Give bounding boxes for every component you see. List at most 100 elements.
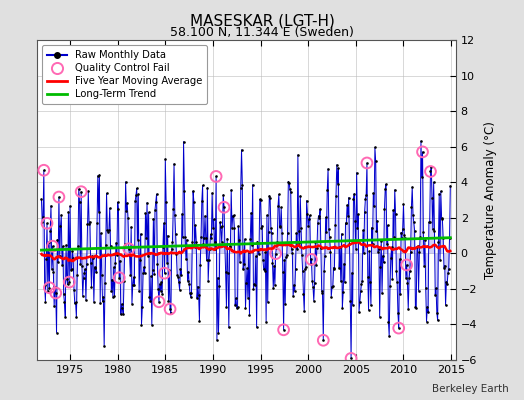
Point <box>144 253 152 259</box>
Point <box>427 164 435 170</box>
Point <box>170 160 178 167</box>
Point <box>316 206 324 212</box>
Point <box>78 263 86 269</box>
Point <box>77 188 85 195</box>
Point <box>399 201 408 208</box>
Point <box>219 223 227 229</box>
Point <box>401 235 409 242</box>
Point <box>80 269 89 276</box>
Point <box>419 229 428 236</box>
Point <box>130 282 138 288</box>
Point <box>148 322 156 328</box>
Point <box>370 144 379 150</box>
Point <box>69 255 78 262</box>
Point <box>259 266 268 272</box>
Point <box>382 181 390 187</box>
Point <box>61 314 70 320</box>
Point <box>239 266 247 272</box>
Point <box>316 244 325 251</box>
Point <box>242 280 250 286</box>
Point <box>155 298 163 305</box>
Point <box>214 330 223 336</box>
Point <box>163 232 172 239</box>
Point <box>94 172 102 179</box>
Point <box>56 223 64 230</box>
Point <box>178 211 186 217</box>
Point <box>96 300 104 306</box>
Point <box>363 160 371 166</box>
Point <box>369 190 377 196</box>
Point <box>396 291 405 298</box>
Point <box>76 261 84 268</box>
Point <box>51 290 60 296</box>
Point <box>172 251 181 258</box>
Point <box>284 178 292 185</box>
Point <box>169 206 178 212</box>
Point <box>136 231 145 237</box>
Point <box>221 242 229 249</box>
Point <box>222 304 231 310</box>
Point <box>129 274 138 280</box>
Point <box>303 211 312 218</box>
Point <box>344 213 352 220</box>
Point <box>43 288 52 295</box>
Point <box>222 269 230 276</box>
Point <box>243 265 252 272</box>
Point <box>148 266 157 273</box>
Point <box>161 156 169 162</box>
Point <box>177 271 185 278</box>
Point <box>224 270 232 276</box>
Point <box>38 219 47 225</box>
Point <box>402 274 410 281</box>
Point <box>427 168 435 175</box>
Point <box>431 292 440 298</box>
Point <box>384 318 392 325</box>
Point <box>341 220 350 226</box>
Point <box>190 199 198 205</box>
Point <box>131 198 139 204</box>
Point <box>92 269 101 276</box>
Point <box>294 228 303 235</box>
Point <box>443 281 451 288</box>
Point <box>112 240 121 246</box>
Point <box>108 276 116 283</box>
Point <box>296 240 304 246</box>
Point <box>158 290 166 297</box>
Point <box>379 253 387 259</box>
Point <box>412 305 420 311</box>
Point <box>445 234 454 241</box>
Point <box>162 199 170 205</box>
Point <box>151 199 160 205</box>
Point <box>165 267 173 274</box>
Point <box>75 199 84 205</box>
Point <box>249 285 258 292</box>
Point <box>99 298 107 305</box>
Point <box>402 262 411 268</box>
Point <box>263 212 271 218</box>
Point <box>114 206 123 212</box>
Point <box>353 170 361 176</box>
Point <box>398 225 407 232</box>
Point <box>422 318 431 325</box>
Point <box>187 290 195 296</box>
Point <box>395 325 403 331</box>
Point <box>421 284 430 291</box>
Point <box>348 270 356 276</box>
Point <box>60 291 68 298</box>
Point <box>199 241 208 248</box>
Point <box>361 209 369 216</box>
Point <box>62 242 70 248</box>
Point <box>413 244 421 251</box>
Point <box>63 276 71 282</box>
Point <box>191 222 200 228</box>
Point <box>74 186 83 192</box>
Point <box>302 197 311 204</box>
Point <box>376 314 384 320</box>
Point <box>68 266 76 272</box>
Point <box>266 195 274 201</box>
Point <box>113 252 121 258</box>
Point <box>274 202 282 209</box>
Point <box>101 280 109 286</box>
Y-axis label: Temperature Anomaly (°C): Temperature Anomaly (°C) <box>484 121 497 279</box>
Point <box>121 240 129 247</box>
